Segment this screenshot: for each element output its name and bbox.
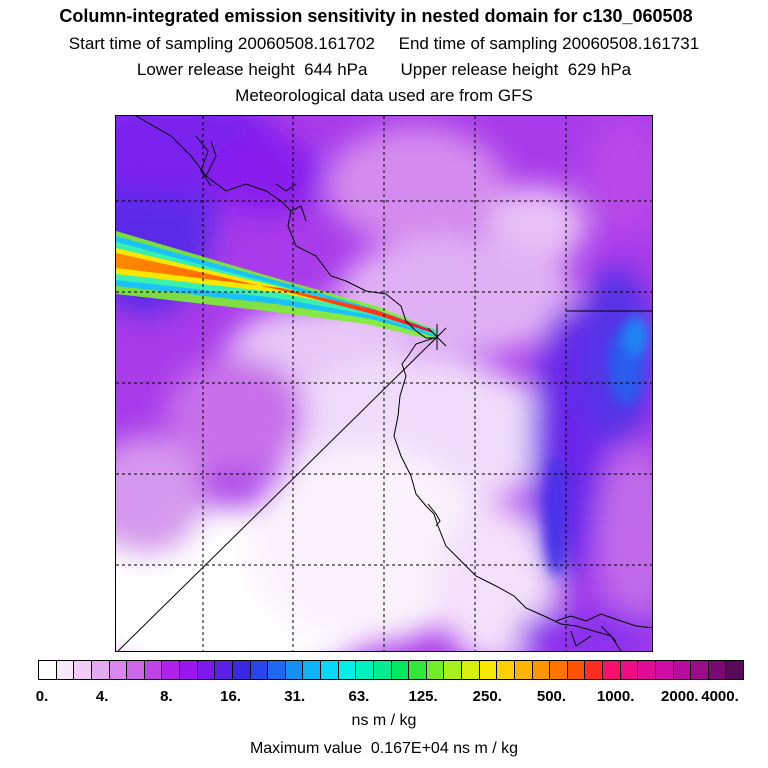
colorbar-tick-label: 4000. (701, 688, 739, 705)
release-heights: Lower release height 644 hPa Upper relea… (0, 60, 768, 80)
colorbar-swatch (655, 661, 674, 679)
plume (116, 231, 438, 340)
units-label: ns m / kg (351, 712, 417, 729)
colorbar-swatch (444, 661, 462, 679)
coastline (135, 116, 652, 651)
colorbar-tick-label: 8. (160, 688, 173, 705)
colorbar-tick-label: 31. (284, 688, 306, 705)
colorbar-swatch (479, 661, 498, 679)
colorbar-tick-label: 1000. (596, 688, 635, 705)
colorbar-swatch (144, 661, 163, 679)
colorbar-swatch (91, 661, 110, 679)
colorbar-swatch (109, 661, 128, 679)
colorbar-swatch (620, 661, 639, 679)
start-time-label: Start time of sampling 20060508.161702 (68, 34, 376, 53)
colorbar-tick-label: 63. (348, 688, 370, 705)
colorbar-swatch (426, 661, 445, 679)
met-data-label: Meteorological data used are from GFS (235, 86, 533, 105)
colorbar-swatch (303, 661, 321, 679)
colorbar-swatch (180, 661, 198, 679)
colorbar-swatch (497, 661, 515, 679)
colorbar-swatch (691, 661, 709, 679)
colorbar-swatch (285, 661, 304, 679)
colorbar-swatch (567, 661, 586, 679)
colorbar-tick-label: 16. (220, 688, 241, 705)
colorbar-tick-label: 250. (472, 688, 502, 705)
colorbar-swatch (638, 661, 656, 679)
map-canvas (116, 116, 652, 651)
colorbar-swatch (321, 661, 339, 679)
colorbar-swatch (127, 661, 145, 679)
colorbar-swatch (232, 661, 251, 679)
colorbar-tick-label: 125. (408, 688, 438, 705)
colorbar-swatch (39, 661, 57, 679)
colorbar-swatch (162, 661, 180, 679)
colorbar-tick-label: 2000. (661, 688, 699, 705)
colorbar-swatch (250, 661, 269, 679)
colorbar-swatch (338, 661, 357, 679)
colorbar-swatch (673, 661, 692, 679)
colorbar-swatch (197, 661, 216, 679)
release-marker (427, 324, 447, 350)
field-detail (544, 316, 648, 576)
colorbar-swatch (409, 661, 427, 679)
colorbar-swatch (514, 661, 533, 679)
colorbar-swatch (462, 661, 480, 679)
colorbar-swatch (373, 661, 392, 679)
colorbar (38, 660, 744, 680)
colorbar-swatch (726, 661, 743, 679)
colorbar-tick-label: 0. (35, 688, 49, 705)
release-line (117, 337, 437, 651)
colorbar-swatch (268, 661, 286, 679)
colorbar-swatch (74, 661, 92, 679)
sampling-times: Start time of sampling 20060508.161702 E… (0, 34, 768, 54)
colorbar-swatch (532, 661, 551, 679)
colorbar-swatch (585, 661, 603, 679)
sensitivity-map (115, 115, 653, 652)
colorbar-swatch (356, 661, 374, 679)
colorbar-swatch (56, 661, 75, 679)
max-value-label: Maximum value 0.167E+04 ns m / kg (249, 740, 519, 757)
plot-title: Column-integrated emission sensitivity i… (59, 6, 693, 26)
colorbar-swatch (391, 661, 410, 679)
colorbar-swatch (215, 661, 233, 679)
colorbar-tick-label: 4. (95, 688, 109, 705)
colorbar-swatch (603, 661, 621, 679)
colorbar-swatch (708, 661, 727, 679)
lower-release-label: Lower release height 644 hPa (136, 60, 368, 79)
end-time-label: End time of sampling 20060508.161731 (398, 34, 700, 53)
upper-release-label: Upper release height 629 hPa (400, 60, 632, 79)
colorbar-tick-label: 500. (536, 688, 567, 705)
colorbar-swatch (550, 661, 568, 679)
